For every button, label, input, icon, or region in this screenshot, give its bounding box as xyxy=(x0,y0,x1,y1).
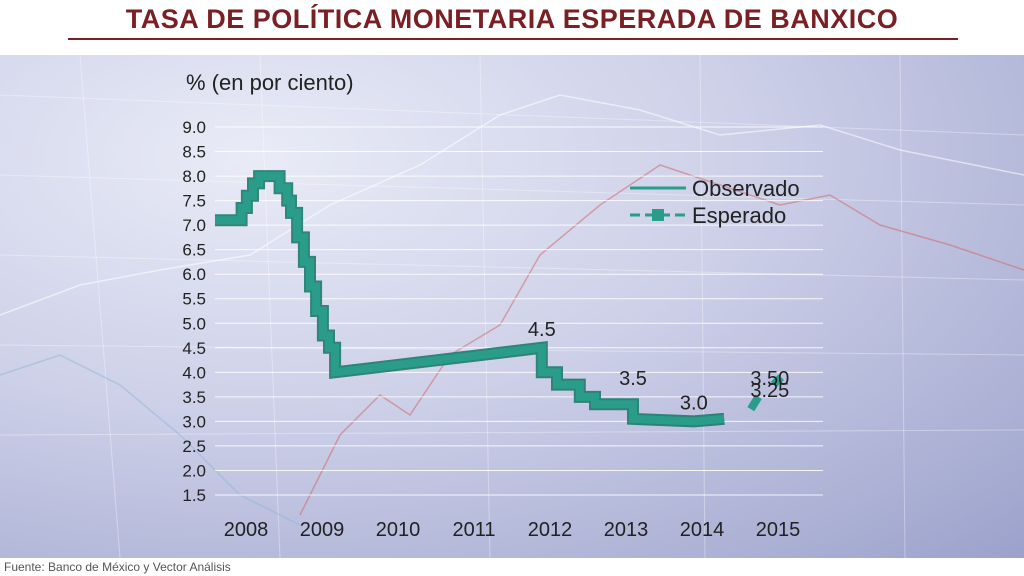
x-tick-label: 2010 xyxy=(376,519,421,541)
chart-title: TASA DE POLÍTICA MONETARIA ESPERADA DE B… xyxy=(125,4,899,34)
series-line-esperado xyxy=(747,394,762,412)
y-tick-label: 4.5 xyxy=(182,339,206,358)
y-tick-label: 6.5 xyxy=(182,241,206,260)
x-tick-label: 2012 xyxy=(528,519,573,541)
x-tick-label: 2011 xyxy=(452,519,495,541)
data-label: 3.5 xyxy=(619,368,647,390)
background-texture xyxy=(0,55,1024,558)
y-tick-label: 4.0 xyxy=(182,363,206,382)
y-tick-label: 3.5 xyxy=(182,388,206,407)
data-label: 3.0 xyxy=(680,392,708,414)
data-label: 3.25 xyxy=(750,380,789,402)
title-underline xyxy=(68,38,958,40)
y-tick-label: 7.5 xyxy=(182,192,206,211)
y-tick-label: 1.5 xyxy=(182,486,206,505)
y-tick-label: 6.0 xyxy=(182,265,206,284)
chart-background xyxy=(0,55,1024,558)
source-note: Fuente: Banco de México y Vector Análisi… xyxy=(4,560,231,574)
legend-label-observado: Observado xyxy=(692,176,800,201)
x-tick-label: 2009 xyxy=(300,519,345,541)
legend-marker-esperado xyxy=(652,209,664,221)
series-line-observado xyxy=(215,172,725,426)
x-tick-label: 2008 xyxy=(224,519,269,541)
y-tick-label: 8.0 xyxy=(182,167,206,186)
y-tick-label: 7.0 xyxy=(182,216,206,235)
x-tick-label: 2015 xyxy=(756,519,801,541)
y-tick-label: 3.0 xyxy=(182,412,206,431)
y-axis-label: % (en por ciento) xyxy=(186,70,354,95)
y-tick-label: 8.5 xyxy=(182,143,206,162)
y-tick-label: 9.0 xyxy=(182,118,206,137)
y-tick-label: 5.0 xyxy=(182,314,206,333)
y-tick-label: 5.5 xyxy=(182,290,206,309)
y-tick-label: 2.5 xyxy=(182,437,206,456)
legend-label-esperado: Esperado xyxy=(692,203,786,228)
data-label: 3.50 xyxy=(750,368,789,390)
y-tick-label: 2.0 xyxy=(182,461,206,480)
data-label: 4.5 xyxy=(528,319,556,341)
x-tick-label: 2013 xyxy=(604,519,649,541)
x-tick-label: 2014 xyxy=(680,519,725,541)
series-line-esperado xyxy=(770,374,784,388)
